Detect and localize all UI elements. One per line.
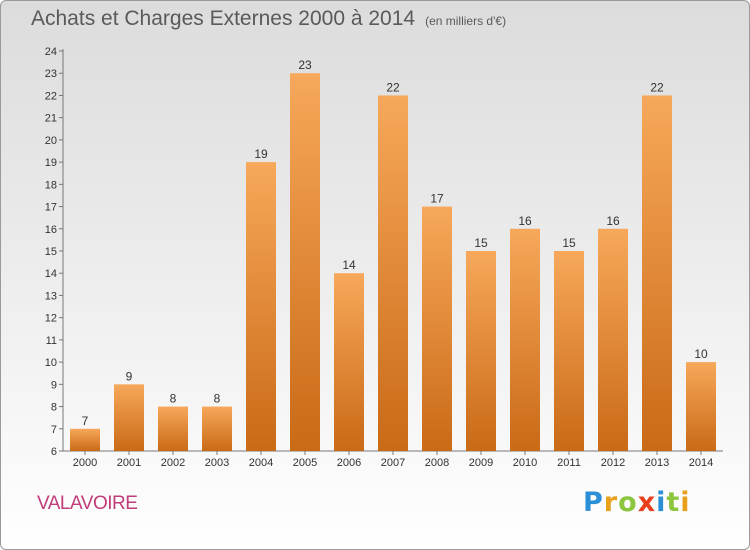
data-label: 23 (298, 58, 312, 72)
bar (598, 228, 628, 451)
data-label: 17 (430, 192, 444, 206)
y-tick-label: 17 (45, 202, 57, 214)
y-tick-label: 10 (45, 357, 57, 369)
logo-letter: t (666, 487, 681, 518)
y-tick-label: 20 (45, 135, 57, 147)
y-tick-label: 11 (46, 335, 57, 347)
y-tick-label: 14 (45, 268, 57, 280)
logo-letter: x (637, 487, 657, 518)
bar (686, 362, 716, 451)
x-tick-label: 2003 (205, 457, 229, 469)
x-tick-label: 2005 (293, 457, 317, 469)
bar (554, 251, 584, 451)
data-label: 7 (82, 414, 89, 428)
data-label: 14 (342, 258, 356, 272)
y-tick-label: 7 (51, 424, 57, 436)
y-tick-label: 16 (45, 224, 57, 236)
y-tick-label: 8 (51, 402, 57, 414)
bar (642, 95, 672, 451)
proxiti-logo[interactable]: Proxiti (583, 487, 691, 518)
bar (334, 273, 364, 451)
y-tick-label: 18 (45, 179, 57, 191)
data-label: 9 (126, 369, 133, 383)
logo-letter: o (618, 487, 638, 518)
x-tick-label: 2010 (513, 457, 537, 469)
x-tick-label: 2004 (249, 457, 273, 469)
x-tick-label: 2001 (117, 457, 141, 469)
y-tick-label: 19 (45, 157, 57, 169)
bar (246, 162, 276, 451)
y-tick-label: 12 (45, 313, 57, 325)
data-label: 16 (606, 214, 620, 228)
y-tick-label: 22 (45, 90, 57, 102)
data-label: 22 (650, 80, 664, 94)
bars (70, 73, 716, 451)
data-label: 16 (518, 214, 532, 228)
data-label: 15 (562, 236, 576, 250)
bar (510, 228, 540, 451)
x-tick-label: 2012 (601, 457, 625, 469)
x-tick-label: 2008 (425, 457, 449, 469)
y-tick-label: 15 (45, 246, 57, 258)
y-tick-label: 6 (51, 446, 57, 458)
commune-name: VALAVOIRE (37, 493, 138, 514)
logo-letter: i (680, 487, 691, 518)
bar (202, 406, 232, 451)
y-tick-label: 23 (45, 68, 57, 80)
labels: 2000 7 2001 9 2002 8 2003 8 2004 19 2005 23 2006 14 20… (73, 58, 713, 469)
x-tick-label: 2009 (469, 457, 493, 469)
bar (114, 384, 144, 451)
bar (158, 406, 188, 451)
chart-title-text: Achats et Charges Externes 2000 à 2014 (31, 7, 416, 30)
x-tick-label: 2014 (689, 457, 713, 469)
x-tick-label: 2011 (557, 457, 581, 469)
bar (378, 95, 408, 451)
y-tick-label: 21 (45, 113, 57, 125)
chart-subtitle: (en milliers d'€) (425, 14, 507, 28)
x-tick-label: 2006 (337, 457, 361, 469)
x-tick-label: 2007 (381, 457, 405, 469)
data-label: 8 (170, 392, 177, 406)
data-label: 8 (214, 392, 221, 406)
bar (422, 206, 452, 451)
x-tick-label: 2000 (73, 457, 97, 469)
bar (466, 251, 496, 451)
data-label: 15 (474, 236, 488, 250)
logo-letter: P (583, 487, 604, 518)
bar (70, 428, 100, 451)
data-label: 19 (254, 147, 268, 161)
y-tick-label: 24 (45, 46, 57, 58)
data-label: 22 (386, 80, 400, 94)
y-tick-label: 13 (45, 290, 57, 302)
y-tick-label: 9 (51, 379, 57, 391)
logo-letter: r (603, 487, 619, 518)
chart-title: Achats et Charges Externes 2000 à 2014 (e… (31, 7, 506, 31)
x-tick-label: 2013 (645, 457, 669, 469)
bar (290, 73, 320, 451)
logo-letter: i (656, 487, 667, 518)
data-label: 10 (694, 347, 708, 361)
x-tick-label: 2002 (161, 457, 185, 469)
